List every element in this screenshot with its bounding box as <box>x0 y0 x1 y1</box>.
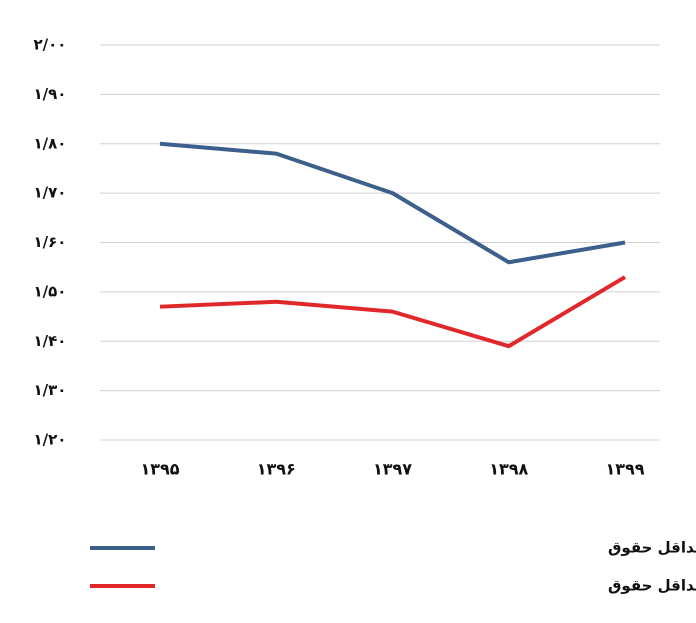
series-line <box>159 275 627 349</box>
y-tick-label: ۱/۶۰ <box>34 233 67 251</box>
y-tick-label: ۱/۵۰ <box>34 282 67 300</box>
x-tick-label: ۱۳۹۷ <box>373 460 412 479</box>
y-tick-label: ۱/۷۰ <box>34 184 67 202</box>
x-tick-label: ۱۳۹۵ <box>140 460 179 479</box>
legend-label: متوسط مستمری و کمکهای جنبی بازنشستگان به… <box>608 539 696 557</box>
x-tick-label: ۱۳۹۶ <box>257 460 296 479</box>
y-tick-label: ۱/۹۰ <box>34 85 67 103</box>
y-tick-label: ۲/۰۰ <box>34 36 67 54</box>
legend-label: متوسط دوسال آخر دستمزد بیمه شدگان به حدا… <box>608 577 696 595</box>
y-tick-label: ۱/۴۰ <box>34 332 67 350</box>
x-tick-label: ۱۳۹۸ <box>489 460 528 479</box>
series-line <box>159 141 626 265</box>
y-tick-label: ۱/۲۰ <box>34 431 67 449</box>
y-tick-label: ۱/۳۰ <box>34 381 67 399</box>
y-tick-label: ۱/۸۰ <box>34 134 67 152</box>
x-tick-label: ۱۳۹۹ <box>605 460 644 479</box>
